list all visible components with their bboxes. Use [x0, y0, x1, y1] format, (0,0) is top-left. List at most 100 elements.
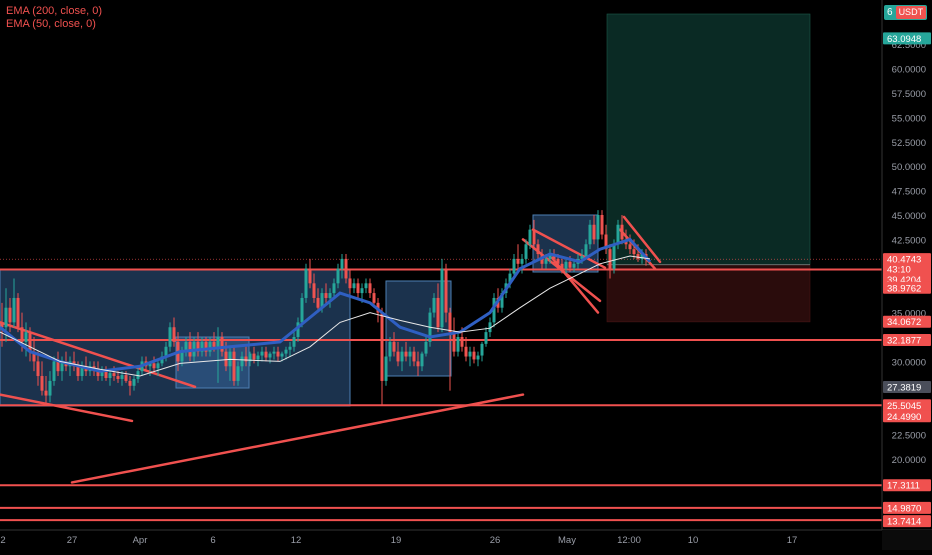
candle-140[interactable] [556, 258, 560, 264]
candle-4[interactable] [12, 297, 16, 323]
candle-7[interactable] [24, 332, 28, 342]
candle-99[interactable] [392, 341, 396, 352]
candle-34[interactable] [132, 378, 136, 386]
candle-15[interactable] [56, 361, 60, 372]
candle-26[interactable] [100, 371, 104, 377]
candle-155[interactable] [616, 224, 620, 245]
candle-134[interactable] [532, 229, 536, 245]
candle-85[interactable] [336, 268, 340, 284]
candle-80[interactable] [316, 297, 320, 308]
ema-50-label[interactable]: EMA (50, close, 0) [6, 18, 96, 30]
candle-88[interactable] [348, 278, 352, 289]
candle-156[interactable] [620, 224, 624, 240]
ema-200-label[interactable]: EMA (200, close, 0) [6, 5, 102, 17]
candle-146[interactable] [580, 255, 584, 259]
candle-133[interactable] [528, 229, 532, 245]
candle-54[interactable] [212, 341, 216, 347]
candle-64[interactable] [252, 353, 256, 360]
candle-92[interactable] [364, 283, 368, 289]
candle-82[interactable] [324, 293, 328, 298]
candle-32[interactable] [124, 375, 128, 381]
candle-161[interactable] [640, 254, 644, 259]
candle-109[interactable] [432, 297, 436, 313]
candle-141[interactable] [560, 263, 564, 269]
candle-107[interactable] [424, 341, 428, 354]
candle-98[interactable] [388, 341, 392, 357]
candle-12[interactable] [44, 390, 48, 396]
candle-52[interactable] [204, 341, 208, 352]
candle-116[interactable] [460, 337, 464, 347]
candle-40[interactable] [156, 363, 160, 369]
candle-110[interactable] [436, 297, 440, 328]
candle-35[interactable] [136, 371, 140, 379]
candle-76[interactable] [300, 297, 304, 323]
candle-1[interactable] [0, 322, 4, 328]
candle-9[interactable] [32, 351, 36, 362]
candle-42[interactable] [164, 346, 168, 357]
candle-11[interactable] [40, 376, 44, 391]
candle-112[interactable] [444, 268, 448, 313]
candle-77[interactable] [304, 268, 308, 298]
candle-65[interactable] [256, 355, 260, 360]
candle-51[interactable] [200, 341, 204, 352]
candle-93[interactable] [368, 283, 372, 294]
candle-8[interactable] [28, 332, 32, 352]
candle-152[interactable] [604, 234, 608, 250]
candle-90[interactable] [356, 283, 360, 294]
candle-69[interactable] [272, 351, 276, 354]
candle-126[interactable] [500, 293, 504, 308]
candle-20[interactable] [76, 366, 80, 377]
candle-106[interactable] [420, 353, 424, 367]
trend-line-2[interactable] [0, 393, 134, 423]
candle-73[interactable] [288, 346, 292, 350]
candle-62[interactable] [244, 356, 248, 362]
candle-103[interactable] [408, 351, 412, 357]
candle-96[interactable] [380, 312, 384, 381]
candle-16[interactable] [60, 361, 64, 372]
candle-158[interactable] [628, 244, 632, 250]
candle-142[interactable] [564, 261, 568, 269]
candle-137[interactable] [544, 258, 548, 264]
ema-50-line[interactable] [0, 255, 651, 377]
candle-105[interactable] [416, 361, 420, 367]
candle-135[interactable] [536, 244, 540, 255]
candle-154[interactable] [612, 244, 616, 269]
ema-200-line[interactable] [0, 237, 652, 373]
candle-14[interactable] [52, 361, 56, 381]
candle-38[interactable] [148, 363, 152, 367]
candle-6[interactable] [20, 327, 24, 342]
trend-line-7[interactable] [622, 215, 662, 264]
candle-55[interactable] [216, 337, 220, 347]
candle-150[interactable] [596, 215, 600, 240]
candle-83[interactable] [328, 293, 332, 298]
stop-loss-zone[interactable] [606, 264, 811, 323]
candle-147[interactable] [584, 244, 588, 256]
candle-138[interactable] [548, 254, 552, 259]
candle-61[interactable] [240, 356, 244, 367]
candle-115[interactable] [456, 337, 460, 352]
trend-line-1[interactable] [0, 321, 197, 389]
candle-123[interactable] [488, 322, 492, 333]
trend-line-3[interactable] [70, 393, 525, 484]
candle-159[interactable] [632, 249, 636, 255]
candle-94[interactable] [372, 293, 376, 303]
candle-122[interactable] [484, 332, 488, 344]
candle-25[interactable] [96, 371, 100, 377]
candle-46[interactable] [180, 351, 184, 362]
candle-131[interactable] [520, 258, 524, 264]
candle-79[interactable] [312, 283, 316, 298]
candle-128[interactable] [508, 273, 512, 284]
candle-102[interactable] [404, 351, 408, 357]
candle-33[interactable] [128, 380, 132, 386]
candle-57[interactable] [224, 351, 228, 367]
candle-53[interactable] [208, 341, 212, 352]
candle-66[interactable] [260, 351, 264, 356]
candle-13[interactable] [48, 380, 52, 396]
candle-114[interactable] [452, 332, 456, 352]
candle-27[interactable] [104, 371, 108, 378]
candle-120[interactable] [476, 355, 480, 360]
candle-160[interactable] [636, 254, 640, 259]
candle-71[interactable] [280, 353, 284, 357]
